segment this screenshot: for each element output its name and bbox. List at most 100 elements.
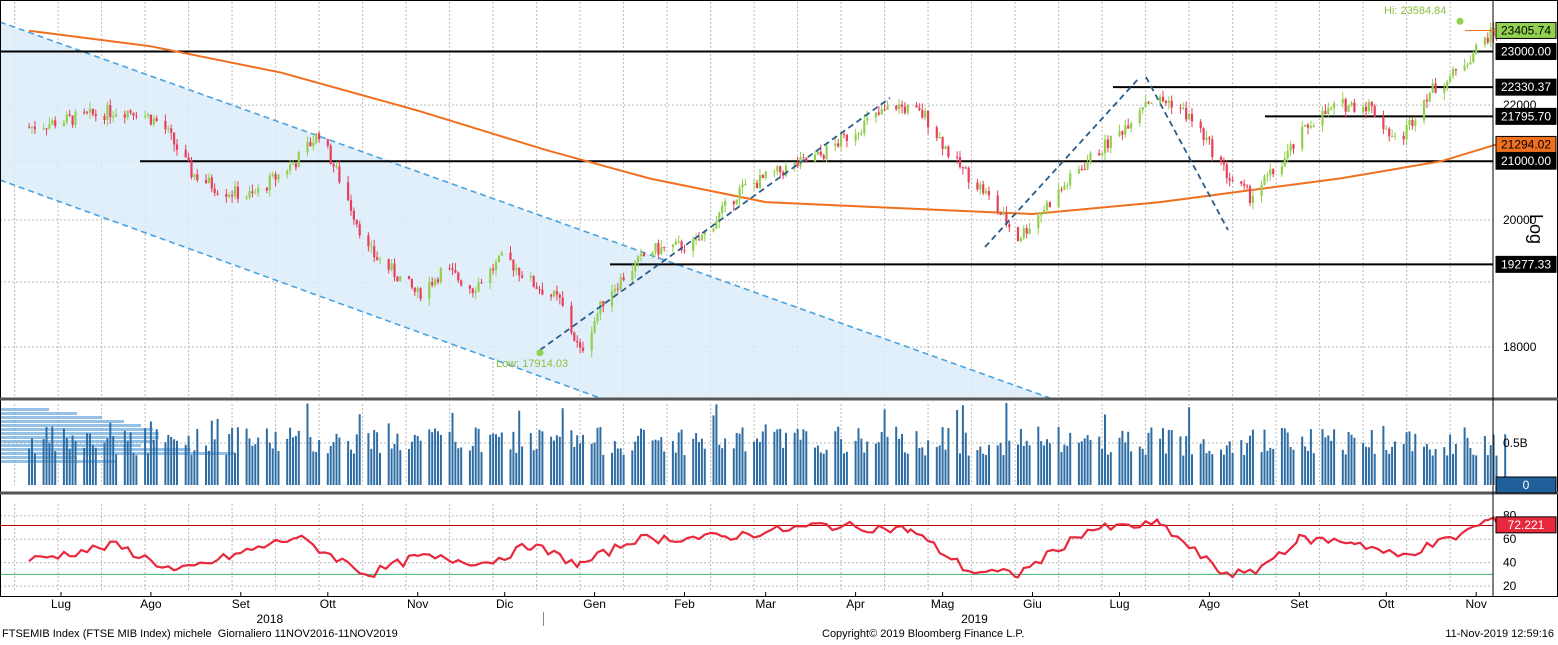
- candle-body: [741, 184, 744, 188]
- candle-body: [886, 105, 889, 110]
- candle-body: [573, 332, 576, 341]
- rsi-tick-label: 40: [1503, 556, 1517, 570]
- candle-body: [297, 152, 300, 168]
- candle-body: [924, 110, 927, 118]
- volume-bar: [959, 453, 961, 485]
- volume-bar: [874, 443, 877, 485]
- candle-body: [1048, 202, 1051, 207]
- candle-body: [416, 288, 419, 292]
- volume-bar: [1423, 446, 1425, 485]
- candle-body: [347, 182, 350, 201]
- candle-body: [927, 110, 930, 128]
- candle-body: [419, 288, 422, 299]
- volume-bar: [1312, 453, 1315, 485]
- candle-body: [228, 195, 231, 197]
- candle-body: [338, 166, 341, 183]
- volume-bar: [634, 441, 637, 485]
- candle-body: [631, 271, 634, 281]
- volume-bar: [83, 447, 86, 485]
- candle-body: [1292, 144, 1295, 149]
- volume-bar: [825, 449, 828, 485]
- volume-bar: [454, 441, 457, 485]
- candle-body: [1037, 215, 1040, 229]
- volume-bar: [112, 436, 115, 485]
- volume-bar: [1327, 435, 1330, 485]
- volume-bar: [1098, 436, 1101, 485]
- candle-body: [1219, 157, 1223, 162]
- month-label: Set: [232, 597, 251, 611]
- volume-bar: [718, 444, 721, 485]
- volume-bar: [529, 433, 532, 485]
- volume-bar: [964, 432, 967, 485]
- candle-body: [1118, 131, 1121, 136]
- volume-bar: [1077, 442, 1080, 485]
- volume-bar: [1130, 451, 1133, 485]
- candle-body: [231, 195, 234, 197]
- ma-line: [28, 29, 1497, 216]
- volume-bar: [306, 403, 309, 485]
- candle-body: [1446, 81, 1449, 88]
- candle-body: [71, 115, 74, 125]
- volume-bar: [642, 429, 645, 485]
- volume-bar: [474, 427, 477, 485]
- trend-lines: [539, 76, 1229, 351]
- candle-body: [1179, 107, 1182, 109]
- candle-body: [329, 145, 332, 164]
- volume-bar: [622, 454, 625, 485]
- candle-body: [619, 277, 622, 290]
- candle-body: [570, 305, 573, 333]
- volume-profile-bar: [0, 436, 159, 439]
- volume-tick-label: 0.5B: [1503, 436, 1528, 450]
- volume-bar: [660, 437, 663, 485]
- candle-body: [532, 276, 535, 287]
- volume-bar: [48, 443, 51, 485]
- candle-body: [1083, 169, 1086, 171]
- candle-body: [497, 255, 500, 263]
- candle-body: [1469, 62, 1472, 65]
- volume-bar: [31, 438, 33, 485]
- candle-body: [1286, 150, 1289, 159]
- candlesticks: [28, 22, 1507, 358]
- volume-bar: [1101, 448, 1104, 485]
- candle-body: [155, 118, 158, 121]
- volume-bar: [1017, 444, 1019, 485]
- candle-body: [1463, 65, 1466, 71]
- candle-body: [109, 105, 112, 118]
- volume-bar: [45, 427, 48, 485]
- volume-bar: [144, 428, 147, 485]
- candle-body: [1373, 106, 1376, 117]
- candle-body: [390, 263, 393, 270]
- candle-body: [1019, 238, 1022, 241]
- volume-bar: [480, 451, 483, 485]
- candle-body: [840, 134, 843, 147]
- volume-bar: [947, 428, 950, 485]
- candle-body: [248, 191, 251, 198]
- volume-bar: [509, 449, 512, 485]
- volume-bar: [257, 437, 260, 485]
- candle-body: [335, 166, 338, 168]
- volume-bar: [1269, 447, 1272, 485]
- volume-bar: [860, 438, 863, 485]
- volume-bar: [184, 444, 187, 485]
- volume-bar: [999, 442, 1002, 485]
- volume-bar: [561, 408, 564, 485]
- candle-body: [431, 282, 434, 286]
- month-label: Ago: [1199, 597, 1221, 611]
- volume-bar: [1185, 436, 1188, 485]
- volume-bar: [1405, 432, 1408, 485]
- candle-body: [54, 120, 57, 127]
- volume-bar: [390, 448, 393, 485]
- year-label: 2019: [961, 612, 988, 626]
- volume-bar: [370, 448, 373, 485]
- volume-bar: [379, 452, 381, 485]
- volume-bar: [1188, 407, 1191, 485]
- candle-body: [62, 122, 65, 127]
- volume-bar: [309, 437, 312, 485]
- candle-body: [326, 139, 329, 146]
- candle-body: [129, 110, 132, 113]
- volume-bar: [1043, 445, 1046, 485]
- candle-body: [1025, 228, 1028, 234]
- volume-bar: [698, 442, 700, 485]
- volume-bar: [1309, 429, 1312, 485]
- candle-body: [1362, 106, 1365, 112]
